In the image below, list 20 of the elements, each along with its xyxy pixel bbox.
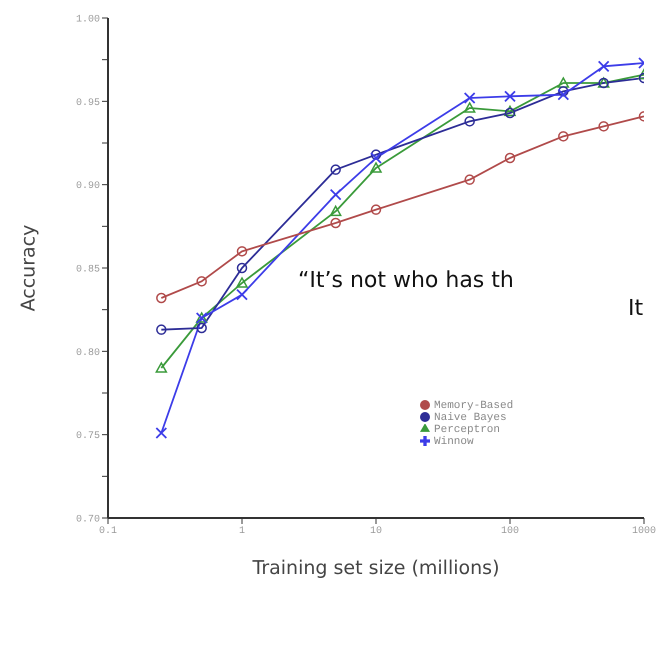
- legend-label: Memory-Based: [434, 400, 514, 412]
- x-tick-label: 1000: [632, 526, 656, 538]
- y-tick-label: 0.90: [76, 181, 100, 192]
- x-tick-label: 10: [370, 526, 382, 538]
- legend-label: Perceptron: [434, 424, 500, 436]
- annotation: It: [628, 296, 644, 321]
- y-tick-label: 0.70: [76, 514, 100, 526]
- x-axis-title: Training set size (millions): [252, 557, 500, 579]
- annotation: “It’s not who has th: [298, 268, 514, 293]
- y-tick-label: 0.85: [76, 264, 100, 276]
- y-tick-label: 0.75: [76, 431, 100, 442]
- x-tick-label: 0.1: [98, 526, 118, 538]
- y-tick-label: 0.95: [76, 98, 100, 109]
- x-tick-label: 1: [238, 526, 246, 538]
- legend-label: Winnow: [434, 436, 474, 448]
- y-tick-label: 0.80: [76, 348, 100, 359]
- y-axis-title: Accuracy: [18, 224, 40, 312]
- x-tick-label: 100: [500, 526, 520, 538]
- y-tick-label: 1.00: [76, 14, 100, 26]
- legend-label: Naive Bayes: [434, 412, 507, 424]
